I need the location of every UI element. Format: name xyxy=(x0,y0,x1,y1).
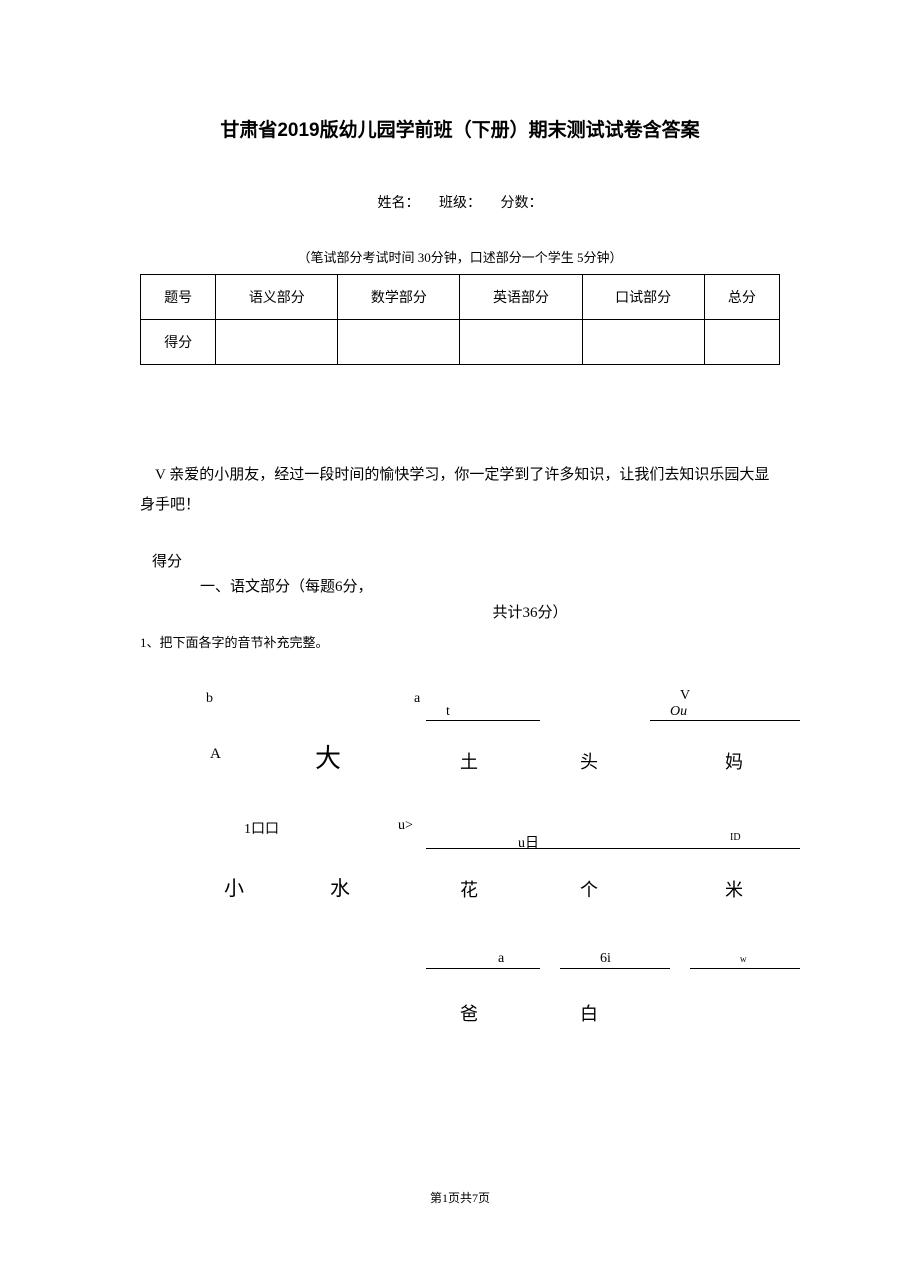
name-label: 姓名： xyxy=(378,196,420,211)
chinese-character: 水 xyxy=(330,872,350,901)
chinese-character: 小 xyxy=(224,872,244,901)
pinyin-hint: a xyxy=(498,951,504,967)
row-header: 题号 xyxy=(141,275,216,320)
pinyin-hint: u日 xyxy=(518,832,539,852)
chinese-character: 米 xyxy=(725,876,743,902)
document-title: 甘肃省2019版幼儿园学前班（下册）期末测试试卷含答案 xyxy=(140,115,780,142)
chinese-character: 土 xyxy=(460,748,478,774)
class-label: 班级： xyxy=(439,196,481,211)
fill-line xyxy=(690,968,800,969)
chinese-character: 大 xyxy=(315,738,341,775)
chinese-character: 白 xyxy=(580,1000,598,1026)
table-row: 题号 语义部分 数学部分 英语部分 口试部分 总分 xyxy=(141,275,780,320)
question-1-text: 1、把下面各字的音节补充完整。 xyxy=(140,632,780,651)
intro-paragraph: V 亲爱的小朋友，经过一段时间的愉快学习，你一定学到了许多知识，让我们去知识乐园… xyxy=(140,460,780,520)
fill-line xyxy=(426,968,540,969)
pinyin-hint: A xyxy=(210,746,221,763)
pinyin-hint: Ou xyxy=(670,704,687,720)
section-heading-line2: 共计36分） xyxy=(280,601,780,627)
chinese-character: 个 xyxy=(580,876,598,902)
score-label: 分数： xyxy=(501,196,543,211)
pinyin-hint: a xyxy=(414,691,420,707)
row-header: 得分 xyxy=(141,320,216,365)
column-header: 语义部分 xyxy=(216,275,338,320)
column-header: 英语部分 xyxy=(460,275,582,320)
pinyin-hint: ID xyxy=(730,832,741,843)
fill-line xyxy=(426,848,800,849)
pinyin-hint: V xyxy=(680,688,690,704)
section-heading-line1: 一、语文部分（每题6分， xyxy=(200,575,780,601)
pinyin-exercise-area: b a t VOu A 大 土 头 妈 1口口 u> u日 ID 小 水 花 个 米 a 6i w 爸 白 xyxy=(140,676,800,1056)
chinese-character: 妈 xyxy=(725,748,743,774)
section-score-label: 得分 xyxy=(152,550,780,571)
pinyin-hint: u> xyxy=(398,818,413,834)
score-cell xyxy=(338,320,460,365)
pinyin-hint: b xyxy=(206,691,213,707)
column-header: 数学部分 xyxy=(338,275,460,320)
pinyin-hint: 1口口 xyxy=(244,818,279,838)
fill-line xyxy=(560,968,670,969)
column-header: 口试部分 xyxy=(582,275,704,320)
chinese-character: 头 xyxy=(580,748,598,774)
chinese-character: 爸 xyxy=(460,1000,478,1026)
score-cell xyxy=(582,320,704,365)
score-cell xyxy=(704,320,779,365)
exam-note: （笔试部分考试时间 30分钟，口述部分一个学生 5分钟） xyxy=(140,247,780,266)
score-cell xyxy=(216,320,338,365)
pinyin-hint: 6i xyxy=(600,951,611,967)
pinyin-hint: t xyxy=(446,704,450,720)
student-info-line: 姓名： 班级： 分数： xyxy=(140,192,780,212)
score-cell xyxy=(460,320,582,365)
fill-line xyxy=(650,720,800,721)
score-table: 题号 语义部分 数学部分 英语部分 口试部分 总分 得分 xyxy=(140,274,780,365)
pinyin-hint: w xyxy=(740,954,747,964)
table-row: 得分 xyxy=(141,320,780,365)
page-footer: 第1页共7页 xyxy=(0,1189,920,1206)
section-heading: 一、语文部分（每题6分， 共计36分） xyxy=(200,575,780,626)
fill-line xyxy=(426,720,540,721)
column-header: 总分 xyxy=(704,275,779,320)
chinese-character: 花 xyxy=(460,876,478,902)
